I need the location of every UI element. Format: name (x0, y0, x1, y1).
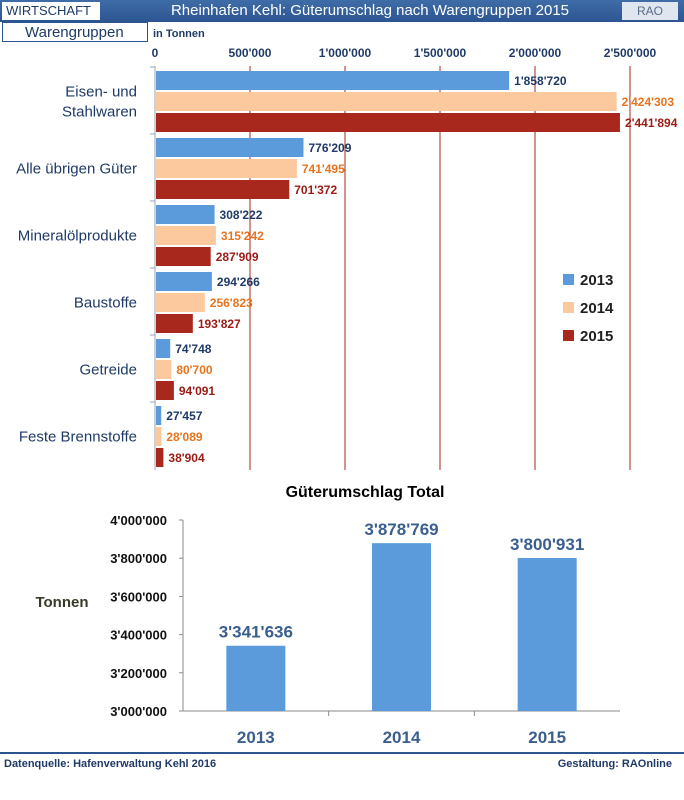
unit-label: in Tonnen (153, 28, 205, 40)
value-label-2015: 193'827 (198, 317, 241, 331)
bar-2014 (156, 92, 617, 111)
header-bar: WIRTSCHAFT Rheinhafen Kehl: Güterumschla… (0, 0, 684, 22)
total-value-label: 3'878'769 (364, 520, 438, 539)
total-bar (517, 558, 577, 711)
legend-label-2013: 2013 (580, 272, 613, 289)
bar-2014 (156, 293, 205, 312)
y-tick-label: 3'800'000 (110, 551, 167, 566)
bar-2013 (156, 205, 215, 224)
value-label-2015: 287'909 (216, 250, 259, 264)
category-label: Getreide (79, 362, 137, 379)
x-tick-label: 2'000'000 (509, 46, 562, 60)
legend-label-2015: 2015 (580, 328, 613, 345)
value-label-2014: 741'495 (302, 162, 345, 176)
x-tick-label: 2'500'000 (604, 46, 657, 60)
y-axis-title: Tonnen (35, 594, 88, 611)
bar-2015 (156, 314, 193, 333)
bar-2014 (156, 159, 297, 178)
value-label-2013: 1'858'720 (514, 74, 567, 88)
y-tick-label: 3'600'000 (110, 589, 167, 604)
value-label-2013: 74'748 (175, 342, 212, 356)
y-tick-label: 3'200'000 (110, 666, 167, 681)
bar-2015 (156, 180, 290, 199)
value-label-2014: 256'823 (210, 296, 253, 310)
bar-chart-total: Güterumschlag Total Tonnen 3'000'000 3'200'… (35, 484, 620, 747)
design-credit: Gestaltung: RAOnline (557, 758, 672, 770)
category-label: Feste Brennstoffe (19, 429, 137, 446)
total-bar (226, 645, 286, 711)
category-label: Baustoffe (74, 295, 137, 312)
value-label-2014: 2'424'303 (622, 95, 675, 109)
category-label: Mineralölprodukte (18, 228, 137, 245)
x-tick-label: 2015 (528, 728, 566, 747)
value-label-2015: 701'372 (294, 183, 337, 197)
value-label-2014: 80'700 (176, 363, 213, 377)
x-tick-label: 500'000 (229, 46, 272, 60)
x-tick-label: 2013 (237, 728, 275, 747)
x-tick-label: 1'000'000 (319, 46, 372, 60)
bar-2015 (156, 247, 211, 266)
section-label: WIRTSCHAFT (2, 2, 100, 20)
bar-2014 (156, 226, 216, 245)
category-label: Alle übrigen Güter (16, 161, 137, 178)
value-label-2013: 308'222 (220, 208, 263, 222)
bar-2013 (156, 71, 510, 90)
category-label: Stahlwaren (62, 104, 137, 121)
page-title: Rheinhafen Kehl: Güterumschlag nach Ware… (170, 2, 570, 19)
legend-swatch-2014 (563, 302, 574, 313)
value-label-2014: 315'242 (221, 229, 264, 243)
legend-swatch-2013 (563, 274, 574, 285)
value-label-2015: 38'904 (168, 451, 205, 465)
x-tick-label: 1'500'000 (414, 46, 467, 60)
bar-2014 (156, 360, 172, 379)
bar-2015 (156, 113, 620, 132)
bar-chart-by-category: 0 500'000 1'000'000 1'500'000 2'000'000 2'500… (16, 46, 678, 470)
chart-title: Güterumschlag Total (286, 484, 445, 501)
y-tick-label: 4'000'000 (110, 513, 167, 528)
value-label-2015: 94'091 (179, 384, 216, 398)
legend-swatch-2015 (563, 330, 574, 341)
x-tick-label: 0 (152, 46, 159, 60)
value-label-2014: 28'089 (166, 430, 203, 444)
data-source: Datenquelle: Hafenverwaltung Kehl 2016 (4, 758, 217, 770)
y-tick-label: 3'000'000 (110, 704, 167, 719)
category-label: Eisen- und (65, 84, 137, 101)
logo-badge: RAO (622, 2, 678, 20)
bar-2015 (156, 381, 174, 400)
footer-divider (0, 752, 684, 754)
bar-2014 (156, 427, 162, 446)
category-axis-heading: Warengruppen (2, 22, 148, 42)
value-label-2015: 2'441'894 (625, 116, 678, 130)
y-tick-label: 3'400'000 (110, 628, 167, 643)
x-tick-label: 2014 (383, 728, 421, 747)
bar-2013 (156, 406, 162, 425)
total-value-label: 3'800'931 (510, 535, 584, 554)
total-bar (372, 543, 431, 711)
legend-label-2014: 2014 (580, 300, 614, 317)
bar-2013 (156, 138, 304, 157)
bar-2013 (156, 339, 171, 358)
bar-2013 (156, 272, 212, 291)
value-label-2013: 294'266 (217, 275, 260, 289)
total-value-label: 3'341'636 (219, 623, 293, 642)
bar-2015 (156, 448, 164, 467)
value-label-2013: 776'209 (308, 141, 351, 155)
value-label-2013: 27'457 (166, 409, 203, 423)
